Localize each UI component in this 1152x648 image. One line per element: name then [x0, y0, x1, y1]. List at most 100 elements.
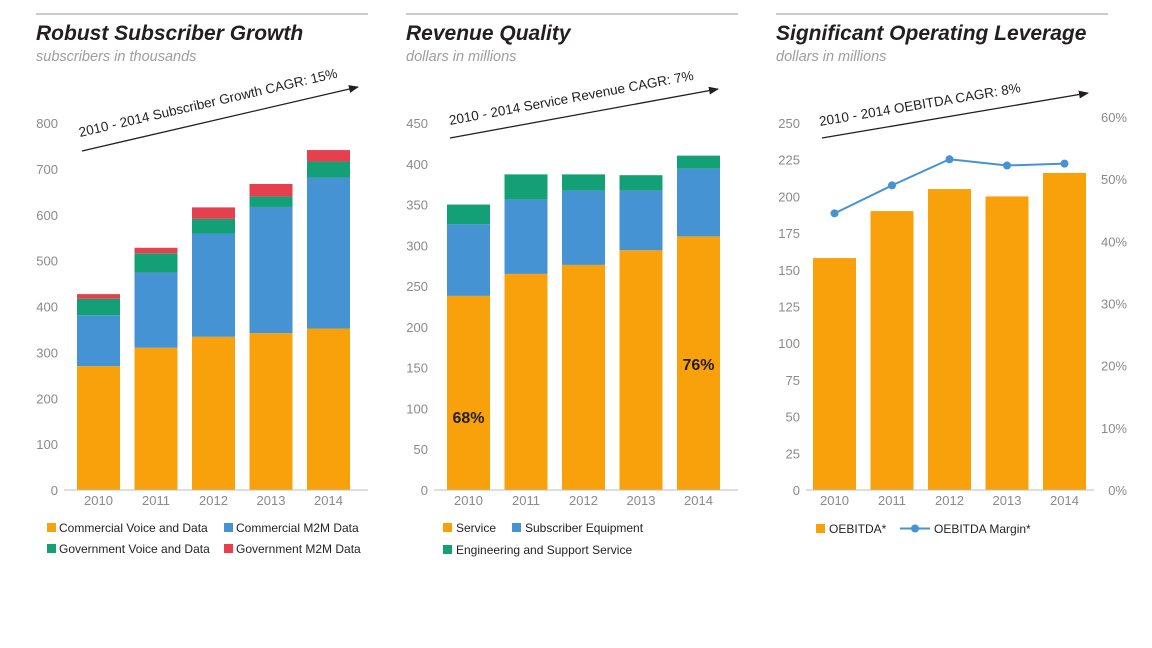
x-tick-label: 2011	[878, 493, 906, 508]
bar-subscriber-equipment	[447, 224, 490, 296]
y2-tick-label: 20%	[1101, 359, 1127, 374]
legend-item: Commercial M2M Data	[224, 521, 359, 535]
x-tick-label: 2013	[627, 493, 656, 508]
cagr-label: 2010 - 2014 Service Revenue CAGR: 7%	[448, 68, 695, 128]
bar-subscriber-equipment	[619, 190, 663, 251]
bar-service	[619, 250, 663, 490]
y-tick-label: 75	[786, 373, 800, 388]
x-tick-label: 2014	[1050, 493, 1079, 508]
x-tick-label: 2013	[993, 493, 1022, 508]
y-tick-label: 250	[406, 279, 428, 294]
bar-engineering	[504, 174, 548, 200]
bar-service	[447, 295, 490, 490]
chart-subtitle: subscribers in thousands	[36, 49, 196, 65]
panel-subscriber-growth: Robust Subscriber Growth subscribers in …	[36, 13, 368, 556]
y2-tick-label: 10%	[1101, 421, 1127, 436]
legend: Service Subscriber Equipment Engineering…	[443, 521, 644, 557]
bar-commercial-m2m	[307, 177, 350, 329]
y-tick-label: 225	[778, 153, 800, 168]
y-tick-label: 50	[786, 410, 800, 425]
bar-service	[677, 236, 720, 490]
legend-label: Engineering and Support Service	[456, 543, 632, 557]
legend-swatch-service	[443, 523, 452, 532]
bar-commercial-voice	[134, 347, 178, 490]
y-tick-label: 200	[36, 391, 58, 406]
y-axis-right: 0% 10% 20% 30% 40% 50% 60%	[1101, 110, 1127, 498]
legend: Commercial Voice and Data Commercial M2M…	[47, 521, 361, 556]
y-tick-label: 100	[406, 401, 428, 416]
bar-oebitda	[1043, 172, 1086, 491]
x-tick-label: 2013	[257, 493, 286, 508]
bar-annotations: 68% 76%	[452, 357, 714, 427]
y2-tick-label: 40%	[1101, 234, 1127, 249]
bar-commercial-voice	[307, 328, 350, 490]
legend-swatch-commercial-voice	[47, 523, 56, 532]
bar-percent-label: 68%	[452, 410, 484, 427]
x-tick-label: 2012	[935, 493, 964, 508]
y-tick-label: 125	[778, 300, 800, 315]
margin-point	[1003, 161, 1011, 170]
legend-label: Commercial Voice and Data	[59, 521, 208, 535]
legend-swatch-government-m2m	[224, 544, 233, 553]
legend: OEBITDA* OEBITDA Margin*	[816, 522, 1031, 536]
legend-swatch-commercial-m2m	[224, 523, 233, 532]
legend-label: Commercial M2M Data	[236, 521, 359, 535]
legend-item: OEBITDA*	[816, 522, 887, 536]
cagr-label: 2010 - 2014 Subscriber Growth CAGR: 15%	[77, 66, 338, 140]
panel-revenue-quality: Revenue Quality dollars in millions 2010…	[406, 13, 738, 557]
chart-title: Robust Subscriber Growth	[36, 22, 303, 45]
margin-point	[830, 209, 839, 218]
bar-subscriber-equipment	[562, 190, 605, 265]
legend-label: Subscriber Equipment	[525, 521, 644, 535]
x-tick-label: 2014	[314, 493, 343, 508]
bar-government-m2m	[307, 150, 350, 162]
bar-oebitda	[870, 211, 914, 490]
legend-item: Service	[443, 521, 496, 535]
legend-item: Subscriber Equipment	[512, 521, 644, 535]
legend-label: Government Voice and Data	[59, 542, 210, 556]
panel-operating-leverage: Significant Operating Leverage dollars i…	[776, 13, 1127, 536]
bar-government-voice	[249, 196, 293, 207]
bar-percent-label: 76%	[682, 357, 714, 374]
y-tick-label: 600	[36, 208, 58, 223]
y-tick-label: 150	[778, 263, 800, 278]
y-tick-label: 0	[421, 483, 428, 498]
cagr-arrow	[449, 86, 719, 139]
cagr-arrow	[821, 90, 1089, 139]
y-tick-label: 100	[778, 336, 800, 351]
x-tick-label: 2011	[142, 493, 170, 508]
plot-area	[447, 155, 720, 490]
y-tick-label: 175	[778, 226, 800, 241]
y-tick-label: 800	[36, 116, 58, 131]
y-tick-label: 200	[406, 320, 428, 335]
x-tick-label: 2010	[454, 493, 483, 508]
legend-label: OEBITDA*	[829, 522, 887, 536]
x-axis: 2010 2011 2012 2013 2014	[454, 493, 713, 508]
y-axis: 0 50 100 150 200 250 300 350 400 450	[406, 116, 428, 498]
x-tick-label: 2012	[199, 493, 228, 508]
bar-engineering	[447, 204, 490, 225]
plot-area	[813, 172, 1086, 491]
legend-item: Commercial Voice and Data	[47, 521, 208, 535]
chart-title: Significant Operating Leverage	[776, 22, 1087, 45]
y-tick-label: 150	[406, 361, 428, 376]
margin-point	[1060, 159, 1069, 168]
chart-title: Revenue Quality	[406, 22, 572, 45]
y-axis-left: 0 25 50 75 100 125 150 175 200 225 250	[778, 116, 800, 498]
cagr-arrow	[81, 85, 359, 152]
bar-government-voice	[192, 218, 235, 234]
bar-commercial-voice	[77, 366, 120, 490]
bar-subscriber-equipment	[504, 199, 548, 274]
bar-oebitda	[985, 196, 1029, 490]
bar-service	[504, 273, 548, 490]
y-tick-label: 50	[414, 442, 428, 457]
bar-commercial-m2m	[192, 233, 235, 337]
x-tick-label: 2012	[569, 493, 598, 508]
y2-tick-label: 50%	[1101, 172, 1127, 187]
legend-label: OEBITDA Margin*	[934, 522, 1031, 536]
bar-engineering	[677, 155, 720, 169]
chart-subtitle: dollars in millions	[776, 49, 886, 65]
bar-subscriber-equipment	[677, 168, 720, 237]
bar-government-m2m	[192, 207, 235, 219]
